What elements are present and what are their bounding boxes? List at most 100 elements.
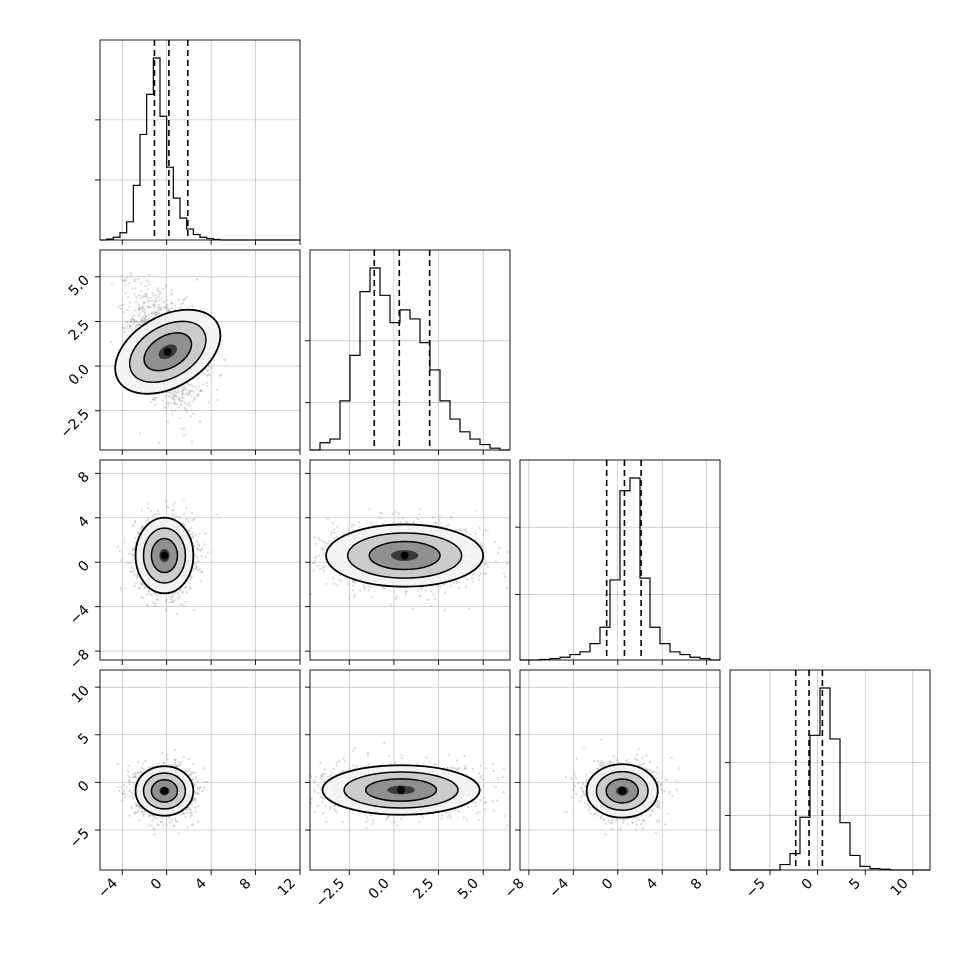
scatter-point	[188, 582, 191, 585]
scatter-point	[174, 393, 177, 396]
scatter-point	[140, 771, 143, 774]
scatter-point	[140, 307, 144, 311]
scatter-point	[304, 549, 306, 551]
scatter-point	[178, 397, 181, 400]
scatter-point	[399, 521, 402, 524]
scatter-point	[186, 403, 189, 406]
scatter-point	[178, 417, 181, 420]
scatter-point	[216, 398, 219, 402]
scatter-point	[283, 550, 285, 552]
scatter-point	[196, 568, 200, 572]
scatter-point	[439, 521, 442, 525]
scatter-point	[179, 306, 182, 310]
density-panel-0-1: −2.50.02.55.0	[57, 249, 301, 455]
scatter-point	[170, 409, 173, 412]
scatter-point	[137, 532, 140, 535]
scatter-point	[140, 581, 143, 584]
scatter-point	[130, 328, 133, 331]
scatter-point	[188, 384, 191, 387]
scatter-point	[493, 540, 496, 544]
scatter-point	[140, 319, 143, 323]
scatter-point	[170, 307, 174, 310]
scatter-point	[144, 284, 148, 288]
scatter-point	[156, 309, 159, 312]
scatter-point	[449, 515, 453, 519]
scatter-point	[152, 398, 155, 401]
scatter-point	[179, 813, 182, 816]
scatter-point	[312, 561, 316, 565]
scatter-point	[144, 312, 147, 315]
scatter-point	[189, 577, 193, 580]
scatter-point	[195, 388, 198, 391]
scatter-point	[196, 791, 199, 795]
scatter-point	[191, 519, 195, 522]
scatter-point	[116, 545, 120, 548]
scatter-point	[132, 319, 135, 322]
scatter-point	[405, 590, 408, 593]
scatter-point	[152, 304, 155, 307]
scatter-point	[445, 524, 448, 527]
scatter-point	[140, 582, 143, 585]
scatter-point	[185, 517, 189, 521]
scatter-point	[138, 818, 141, 822]
scatter-point	[181, 392, 184, 396]
scatter-point	[141, 310, 144, 313]
scatter-point	[146, 502, 150, 505]
scatter-point	[471, 580, 474, 583]
scatter-point	[139, 320, 142, 324]
scatter-point	[144, 318, 147, 321]
scatter-point	[134, 287, 137, 290]
scatter-point	[394, 510, 397, 514]
scatter-point	[209, 374, 212, 377]
scatter-point	[137, 303, 140, 306]
scatter-point	[201, 383, 204, 386]
scatter-point	[173, 390, 176, 393]
scatter-point	[196, 547, 199, 551]
scatter-point	[179, 763, 182, 766]
scatter-point	[447, 523, 451, 527]
scatter-point	[177, 592, 180, 595]
scatter-point	[126, 308, 129, 312]
scatter-point	[183, 386, 187, 390]
scatter-point	[154, 513, 157, 516]
scatter-point	[181, 591, 184, 594]
scatter-point	[164, 395, 167, 398]
scatter-point	[223, 358, 226, 362]
scatter-point	[313, 536, 317, 539]
scatter-point	[321, 565, 325, 568]
scatter-point	[305, 570, 307, 572]
scatter-point	[143, 314, 147, 317]
scatter-point	[318, 568, 322, 571]
scatter-point	[120, 589, 123, 592]
scatter-point	[194, 554, 197, 557]
scatter-point	[333, 531, 336, 534]
scatter-point	[137, 532, 140, 535]
scatter-point	[177, 397, 180, 400]
scatter-point	[323, 570, 326, 573]
scatter-point	[156, 509, 160, 512]
scatter-point	[198, 786, 202, 790]
scatter-point	[359, 589, 362, 593]
scatter-point	[202, 371, 205, 375]
scatter-point	[132, 548, 136, 552]
scatter-point	[131, 554, 135, 557]
scatter-point	[164, 406, 167, 409]
scatter-point	[434, 597, 437, 600]
scatter-point	[123, 539, 126, 542]
scatter-point	[321, 540, 324, 543]
scatter-point	[317, 554, 321, 557]
scatter-point	[484, 572, 487, 576]
scatter-point	[194, 777, 197, 780]
scatter-point	[180, 395, 183, 398]
scatter-point	[140, 317, 143, 321]
scatter-point	[135, 320, 138, 323]
scatter-point	[160, 821, 163, 824]
scatter-point	[179, 589, 182, 592]
scatter-point	[205, 381, 209, 385]
scatter-point	[318, 538, 322, 542]
scatter-point	[193, 799, 196, 802]
scatter-point	[180, 391, 184, 394]
scatter-point	[181, 590, 185, 593]
scatter-point	[168, 820, 172, 824]
scatter-point	[405, 520, 408, 523]
